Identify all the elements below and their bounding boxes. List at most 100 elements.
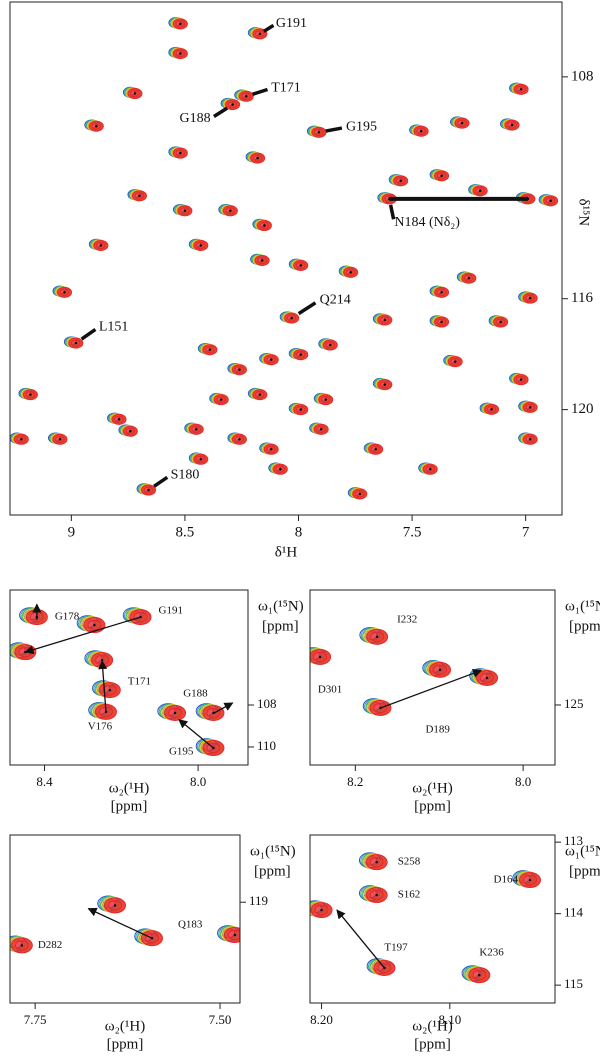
peak-center (375, 635, 379, 639)
peak-center (290, 316, 293, 320)
y-tick-label: 114 (564, 905, 584, 920)
peak (359, 626, 389, 645)
peak-center (519, 378, 523, 381)
peak (372, 377, 393, 391)
contour (14, 940, 29, 951)
x-tick-label: 7.75 (24, 1012, 47, 1027)
y-axis-label: ω₁(¹⁵N) (258, 598, 304, 614)
peak-center (318, 655, 322, 659)
contour (266, 445, 277, 453)
frame (9, 589, 249, 766)
contour (252, 154, 263, 162)
x-axis-unit: [ppm] (414, 1036, 451, 1052)
peak (259, 352, 279, 366)
peak (279, 311, 300, 324)
contour (175, 20, 186, 28)
peak-center (20, 438, 23, 441)
x-tick-label: 7.5 (403, 524, 422, 540)
contour (472, 969, 487, 981)
peak (372, 313, 393, 326)
peak-label: G195 (169, 746, 194, 758)
contour (143, 486, 154, 494)
peak (310, 900, 333, 919)
contour (205, 346, 215, 354)
peak-center (117, 418, 121, 421)
peak-center (375, 860, 378, 864)
peak (429, 315, 450, 328)
peak (247, 27, 268, 40)
peak (450, 116, 470, 129)
contour (507, 121, 517, 129)
peak (268, 462, 288, 475)
y-tick-label: 113 (564, 833, 583, 848)
peak-center (199, 244, 203, 247)
peak (388, 174, 409, 187)
contour (295, 406, 306, 414)
shift-arrow (213, 702, 234, 714)
contour (545, 197, 556, 205)
peak (252, 218, 272, 232)
peak-label: V176 (88, 720, 113, 732)
contour (495, 318, 506, 326)
contour (71, 339, 81, 347)
peak (358, 885, 388, 904)
y-axis-unit: [ppm] (262, 618, 299, 634)
peak-center (74, 341, 78, 345)
peak-center (499, 320, 502, 324)
peak-center (317, 131, 321, 134)
peak (259, 442, 279, 455)
leader-line (388, 204, 396, 220)
contour (125, 427, 136, 435)
peak (306, 125, 327, 138)
peak (509, 372, 529, 386)
peak-center (519, 88, 523, 91)
peak-label: G195 (346, 120, 377, 135)
shift-arrow (380, 669, 483, 709)
peak (10, 642, 37, 661)
peak-center (490, 408, 493, 411)
peak-center (233, 933, 237, 937)
peak-label: I232 (397, 613, 417, 625)
contour (516, 85, 526, 93)
y-axis-label: ω₁(¹⁵N) (250, 843, 296, 859)
x-tick-label: 7 (522, 524, 530, 540)
peak-label: D164 (494, 874, 519, 886)
peak (518, 432, 538, 445)
peak (288, 258, 309, 271)
peak (247, 387, 268, 401)
peak (461, 965, 491, 984)
contour (416, 127, 427, 135)
peak-center (99, 244, 103, 247)
contour (275, 465, 286, 473)
peak (197, 342, 218, 356)
contour (425, 465, 436, 473)
y-tick-label: 115 (564, 976, 583, 991)
x-axis-label: ω₂(¹H) (412, 1018, 452, 1034)
contour (373, 702, 388, 714)
peak-label: G188 (179, 111, 210, 126)
contour (295, 351, 306, 359)
peak-label: T171 (271, 80, 301, 95)
peak-center (199, 458, 203, 461)
peak-label: D282 (38, 939, 62, 951)
peak (10, 432, 29, 445)
x-tick-label: 8.10 (438, 1012, 461, 1027)
peak-center (440, 320, 443, 324)
contour (227, 929, 240, 941)
peak-label: T197 (384, 942, 408, 954)
contour (457, 119, 467, 127)
shift-arrow (336, 909, 385, 969)
contour (464, 274, 474, 282)
contour (313, 651, 328, 663)
contour (234, 435, 245, 443)
contour (259, 221, 270, 230)
x-tick-label: 7.50 (209, 1012, 232, 1027)
contour (227, 101, 238, 109)
contour (16, 435, 27, 443)
peak (500, 118, 520, 131)
peak (309, 422, 329, 435)
peak (218, 204, 238, 217)
contour (114, 415, 124, 423)
contour (191, 425, 202, 433)
